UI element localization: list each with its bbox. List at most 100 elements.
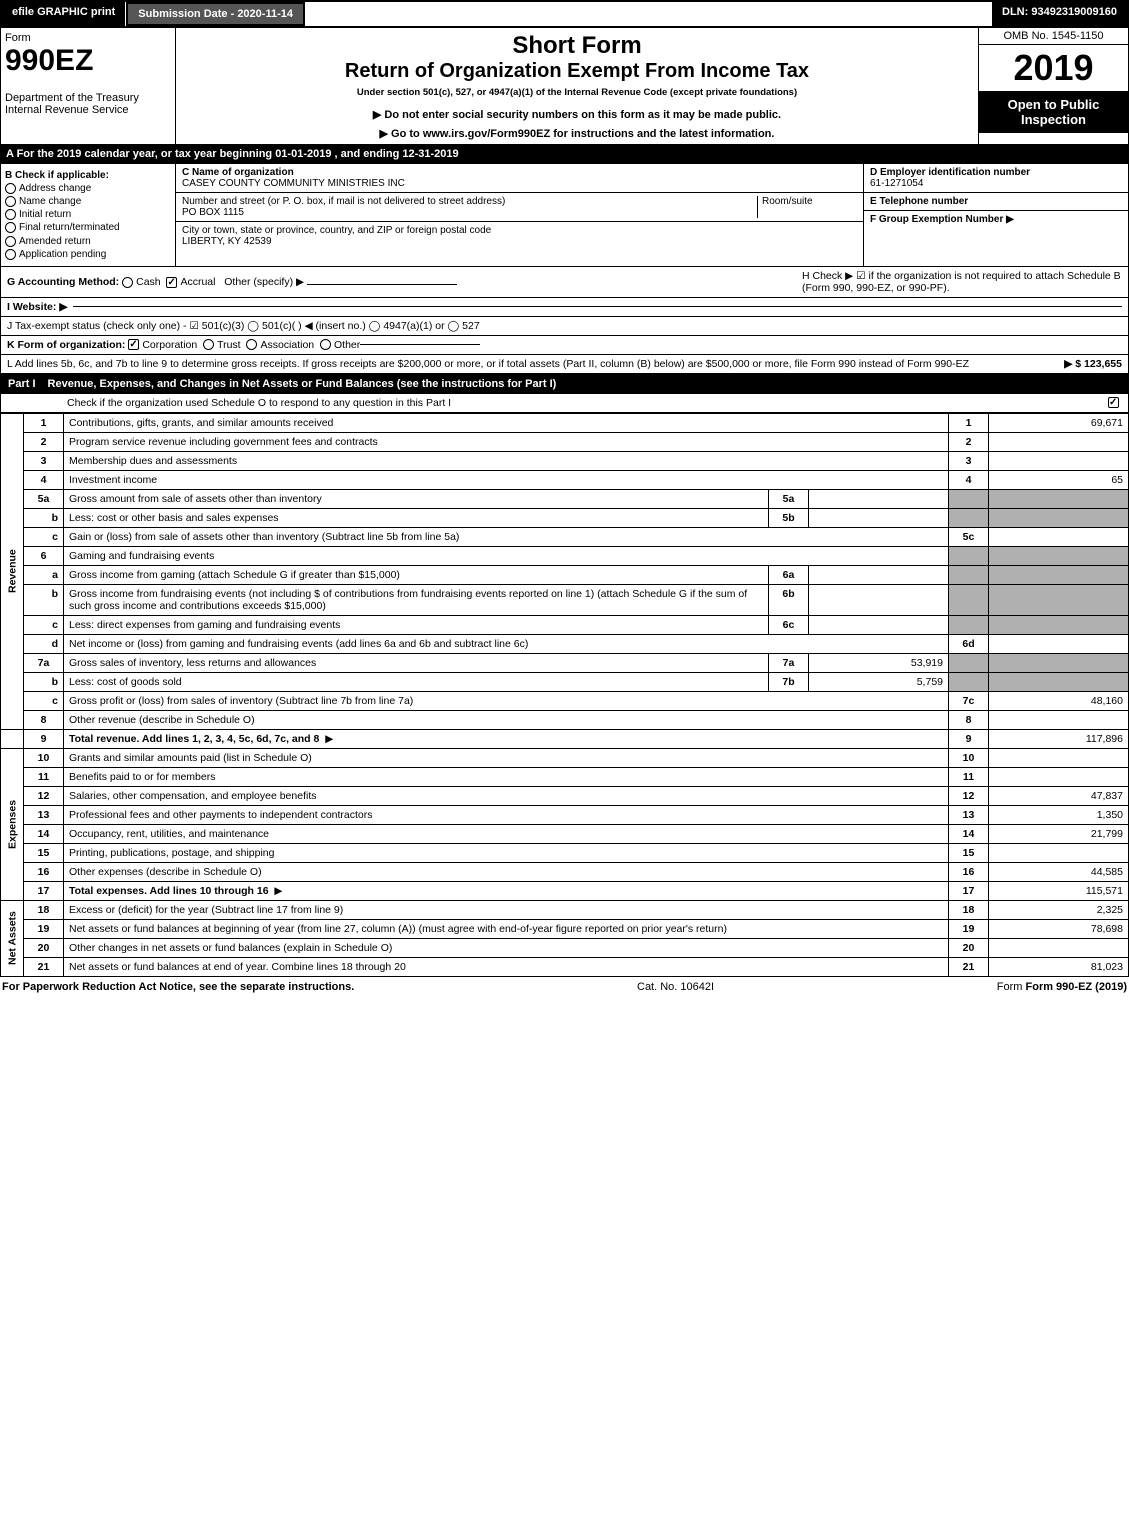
dept-label: Department of the Treasury <box>5 92 171 104</box>
line-5b-col-shaded <box>949 508 989 527</box>
return-title: Return of Organization Exempt From Incom… <box>180 60 974 83</box>
line-10-num: 10 <box>24 748 64 767</box>
line-16-col: 16 <box>949 862 989 881</box>
efile-print-button[interactable]: efile GRAPHIC print <box>2 2 126 26</box>
check-final-return[interactable]: Final return/terminated <box>5 222 171 233</box>
instructions-link[interactable]: ▶ Go to www.irs.gov/Form990EZ for instru… <box>180 127 974 140</box>
section-c: C Name of organization CASEY COUNTY COMM… <box>176 164 863 266</box>
omb-number: OMB No. 1545-1150 <box>979 28 1128 45</box>
form-ref: Form Form 990-EZ (2019) <box>997 981 1127 993</box>
line-7a-num: 7a <box>24 653 64 672</box>
other-label: Other <box>334 339 360 351</box>
cash-radio[interactable] <box>122 277 133 288</box>
line-1-desc: Contributions, gifts, grants, and simila… <box>69 417 333 429</box>
line-5a-num: 5a <box>24 489 64 508</box>
association-radio[interactable] <box>246 339 257 350</box>
check-address-change[interactable]: Address change <box>5 183 171 194</box>
line-21-col: 21 <box>949 957 989 976</box>
line-6b-num: b <box>24 584 64 615</box>
line-i: I Website: ▶ <box>0 298 1129 317</box>
line-4-num: 4 <box>24 470 64 489</box>
line-1-val: 69,671 <box>989 413 1129 432</box>
line-8-num: 8 <box>24 710 64 729</box>
line-6a-desc: Gross income from gaming (attach Schedul… <box>69 569 400 581</box>
address-label: Number and street (or P. O. box, if mail… <box>182 196 505 207</box>
line-2-val <box>989 432 1129 451</box>
line-8-val <box>989 710 1129 729</box>
line-6b-col-shaded <box>949 584 989 615</box>
section-def: D Employer identification number 61-1271… <box>863 164 1128 266</box>
part-1-header: Part I Revenue, Expenses, and Changes in… <box>0 374 1129 394</box>
table-row: Expenses 10 Grants and similar amounts p… <box>1 748 1129 767</box>
section-b-label: B Check if applicable: <box>5 170 171 181</box>
line-7c-num: c <box>24 691 64 710</box>
line-6a-num: a <box>24 565 64 584</box>
check-amended-return[interactable]: Amended return <box>5 236 171 247</box>
corporation-checkbox[interactable] <box>128 339 139 350</box>
line-5a-val-shaded <box>989 489 1129 508</box>
table-row: 13 Professional fees and other payments … <box>1 805 1129 824</box>
line-7b-num: b <box>24 672 64 691</box>
table-row: 9 Total revenue. Add lines 1, 2, 3, 4, 5… <box>1 729 1129 748</box>
line-20-col: 20 <box>949 938 989 957</box>
line-15-val <box>989 843 1129 862</box>
accounting-method-label: G Accounting Method: <box>7 276 119 288</box>
line-11-desc: Benefits paid to or for members <box>69 771 215 783</box>
line-16-num: 16 <box>24 862 64 881</box>
line-17-val: 115,571 <box>989 881 1129 900</box>
check-application-pending[interactable]: Application pending <box>5 249 171 260</box>
gross-receipts-text: L Add lines 5b, 6c, and 7b to line 9 to … <box>7 358 1056 370</box>
line-6-num: 6 <box>24 546 64 565</box>
line-5a-col-shaded <box>949 489 989 508</box>
line-14-num: 14 <box>24 824 64 843</box>
other-radio[interactable] <box>320 339 331 350</box>
line-3-col: 3 <box>949 451 989 470</box>
org-name: CASEY COUNTY COMMUNITY MINISTRIES INC <box>182 178 405 189</box>
tax-exempt-status: J Tax-exempt status (check only one) - ☑… <box>7 320 480 332</box>
trust-radio[interactable] <box>203 339 214 350</box>
line-19-desc: Net assets or fund balances at beginning… <box>69 923 727 935</box>
line-3-num: 3 <box>24 451 64 470</box>
submission-date-button[interactable]: Submission Date - 2020-11-14 <box>126 2 305 26</box>
pra-notice: For Paperwork Reduction Act Notice, see … <box>2 981 354 993</box>
header-mid: Short Form Return of Organization Exempt… <box>176 28 978 144</box>
line-9-desc: Total revenue. Add lines 1, 2, 3, 4, 5c,… <box>69 733 319 745</box>
form-header: Form 990EZ Department of the Treasury In… <box>0 28 1129 145</box>
line-13-desc: Professional fees and other payments to … <box>69 809 373 821</box>
line-20-num: 20 <box>24 938 64 957</box>
table-row: b Less: cost or other basis and sales ex… <box>1 508 1129 527</box>
line-19-val: 78,698 <box>989 919 1129 938</box>
other-specify-label: Other (specify) ▶ <box>224 276 304 288</box>
table-row: 19 Net assets or fund balances at beginn… <box>1 919 1129 938</box>
form-number: 990EZ <box>5 44 171 78</box>
table-row: 15 Printing, publications, postage, and … <box>1 843 1129 862</box>
line-5b-val-shaded <box>989 508 1129 527</box>
check-name-change[interactable]: Name change <box>5 196 171 207</box>
line-16-val: 44,585 <box>989 862 1129 881</box>
line-5c-num: c <box>24 527 64 546</box>
line-13-col: 13 <box>949 805 989 824</box>
table-row: c Gain or (loss) from sale of assets oth… <box>1 527 1129 546</box>
form-of-org-label: K Form of organization: <box>7 339 125 351</box>
table-row: Revenue 1 Contributions, gifts, grants, … <box>1 413 1129 432</box>
accrual-checkbox[interactable] <box>166 277 177 288</box>
form-word: Form <box>5 32 171 44</box>
line-5a-desc: Gross amount from sale of assets other t… <box>69 493 322 505</box>
schedule-o-checkbox[interactable] <box>1108 397 1119 408</box>
room-suite-label: Room/suite <box>757 196 857 218</box>
line-7b-col-shaded <box>949 672 989 691</box>
line-6d-val <box>989 634 1129 653</box>
table-row: Net Assets 18 Excess or (deficit) for th… <box>1 900 1129 919</box>
line-12-num: 12 <box>24 786 64 805</box>
line-7c-col: 7c <box>949 691 989 710</box>
part-1-title: Revenue, Expenses, and Changes in Net As… <box>48 378 557 390</box>
schedule-o-check-text: Check if the organization used Schedule … <box>7 397 1108 409</box>
line-7a-subcol: 7a <box>769 653 809 672</box>
ssn-warning: ▶ Do not enter social security numbers o… <box>180 108 974 121</box>
line-7b-val-shaded <box>989 672 1129 691</box>
table-row: 17 Total expenses. Add lines 10 through … <box>1 881 1129 900</box>
line-7a-desc: Gross sales of inventory, less returns a… <box>69 657 316 669</box>
ein-label: D Employer identification number <box>870 167 1030 178</box>
check-initial-return[interactable]: Initial return <box>5 209 171 220</box>
line-10-val <box>989 748 1129 767</box>
